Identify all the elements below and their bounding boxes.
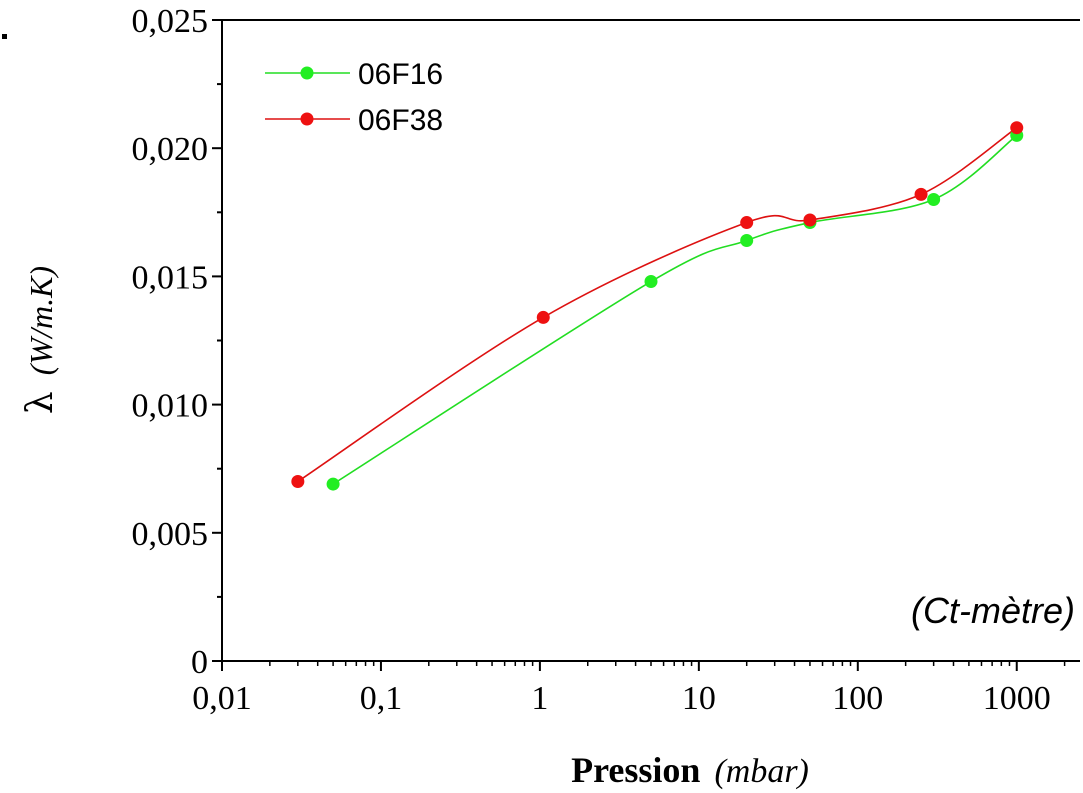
corner-dot — [2, 34, 7, 39]
y-tick-label: 0,005 — [132, 516, 209, 553]
legend-marker-06F16 — [300, 66, 314, 80]
legend-label-06F38: 06F38 — [358, 104, 443, 137]
data-point-06F16 — [644, 275, 658, 289]
data-point-06F38 — [740, 216, 754, 230]
data-point-06F38 — [803, 213, 817, 227]
y-tick-label: 0 — [191, 644, 208, 681]
data-point-06F38 — [914, 187, 928, 201]
x-tick-label: 100 — [832, 680, 883, 717]
data-point-06F16 — [927, 192, 941, 206]
x-axis-title-main: Pression — [571, 750, 700, 790]
y-tick-label: 0,020 — [132, 131, 209, 168]
annotation-ct-metre: (Ct-mètre) — [911, 590, 1075, 631]
y-tick-label: 0,025 — [132, 3, 209, 40]
series-layer — [291, 121, 1024, 491]
x-tick-label: 1 — [531, 680, 548, 717]
data-point-06F38 — [291, 475, 305, 489]
legend: 06F16 06F38 — [265, 58, 443, 137]
legend-marker-06F38 — [300, 112, 314, 126]
x-axis-title: Pression (mbar) — [571, 750, 809, 790]
data-point-06F16 — [740, 234, 754, 248]
y-tick-label: 0,010 — [132, 388, 209, 425]
y-axis-title: λ (W/m.K) — [20, 266, 61, 414]
data-point-06F38 — [536, 310, 550, 324]
x-tick-label: 0,1 — [360, 680, 403, 717]
data-point-06F16 — [326, 477, 340, 491]
x-tick-label: 0,01 — [192, 680, 252, 717]
y-axis-title-unit: (W/m.K) — [23, 266, 59, 375]
legend-label-06F16: 06F16 — [358, 58, 443, 91]
x-tick-label: 1000 — [983, 680, 1051, 717]
data-point-06F38 — [1010, 121, 1024, 135]
y-tick-label: 0,015 — [132, 259, 209, 296]
axes: 0 0,005 0,010 0,015 0,020 0,025 0,01 0,1 1 10 100 1… — [132, 3, 1080, 717]
y-axis-title-symbol: λ — [20, 391, 61, 414]
x-tick-label: 10 — [682, 680, 716, 717]
x-axis-title-unit: (mbar) — [714, 753, 808, 790]
